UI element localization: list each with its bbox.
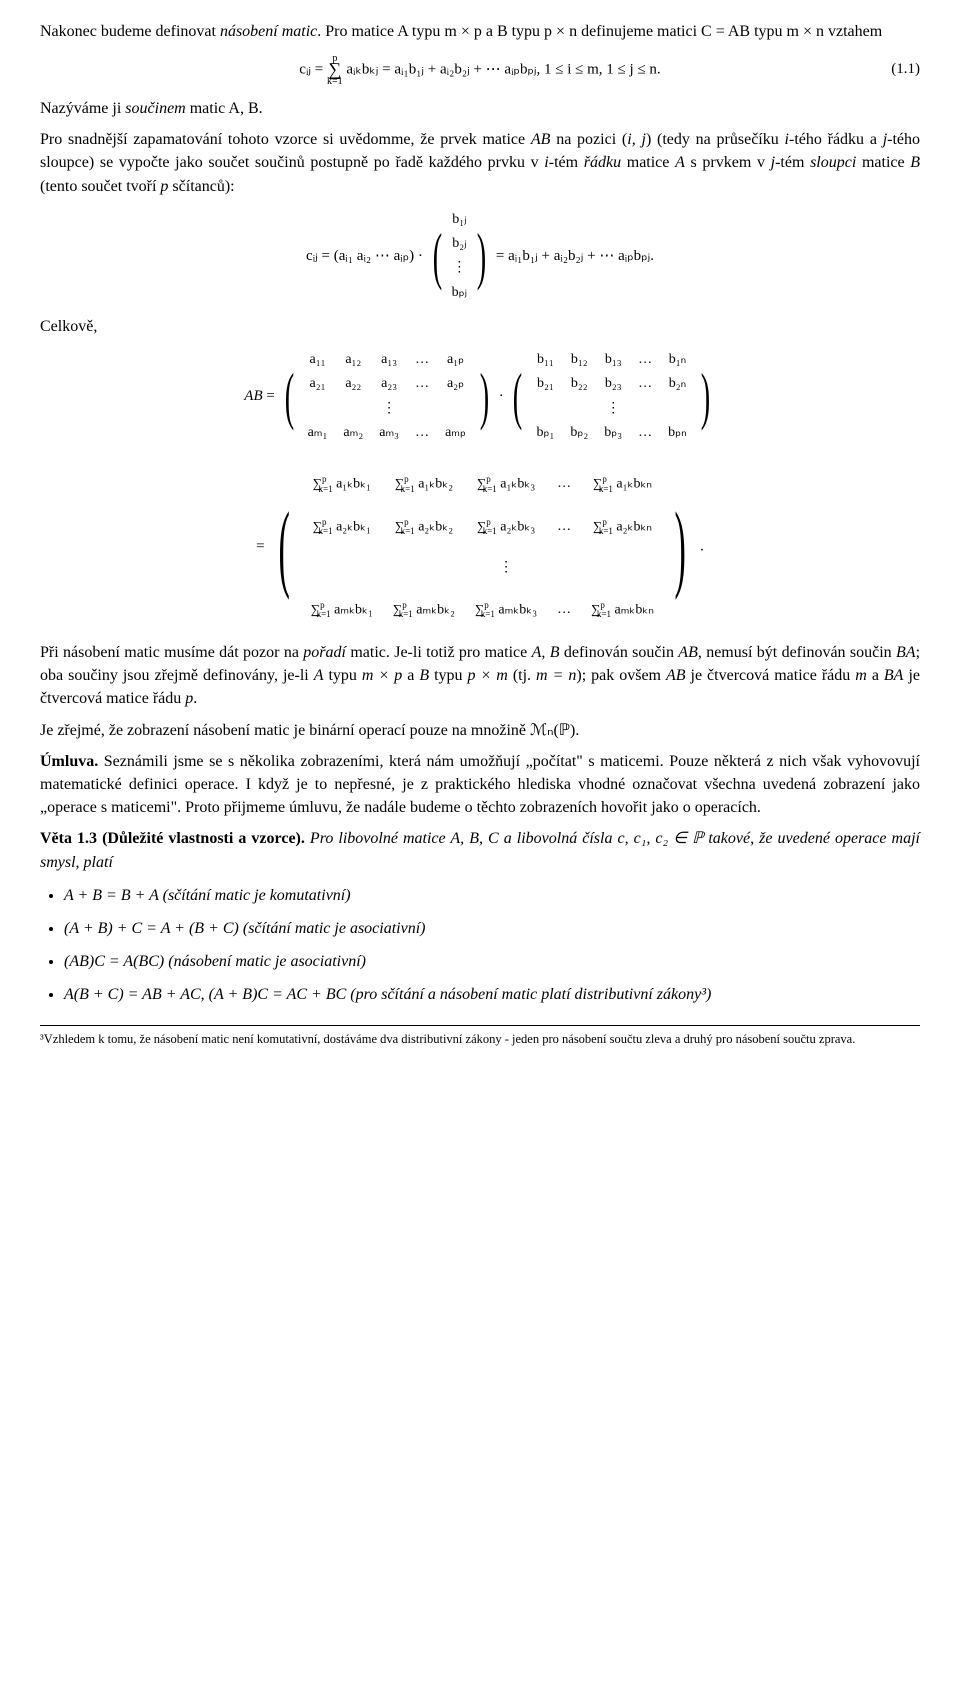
matrix-a: ( a₁₁a₁₂a₁₃…a₁ₚa₂₁a₂₂a₂₃…a₂ₚ⋮aₘ₁aₘ₂aₘ₃…a…: [279, 348, 495, 445]
t: Nakonec budeme definovat: [40, 23, 220, 40]
umluva-head: Úmluva.: [40, 753, 98, 770]
eq2-row: cᵢⱼ = (aᵢ₁ aᵢ₂ ⋯ aᵢₚ) ·: [306, 248, 427, 264]
umluva-para: Úmluva. Seznámili jsme se s několika zob…: [40, 750, 920, 820]
para-explain: Pro snadnější zapamatování tohoto vzorce…: [40, 128, 920, 198]
nazyvame: Nazýváme ji součinem matic A, B.: [40, 97, 920, 120]
prop-item: (AB)C = A(BC) (násobení matic je asociat…: [64, 950, 920, 973]
equation-1: cᵢⱼ = p ∑ k=1 aᵢₖbₖⱼ = aᵢ₁b₁ⱼ + aᵢ₂b₂ⱼ +…: [40, 53, 920, 87]
para-order: Při násobení matic musíme dát pozor na p…: [40, 641, 920, 711]
t: násobení matic: [220, 23, 317, 40]
eq-lhs: cᵢⱼ =: [299, 62, 327, 78]
veta-head: Věta 1.3 (Důležité vlastnosti a vzorce).: [40, 830, 305, 847]
eq-body: aᵢₖbₖⱼ = aᵢ₁b₁ⱼ + aᵢ₂b₂ⱼ + ⋯ aᵢₚbₚⱼ, 1 ≤…: [346, 62, 660, 78]
sum-sigma: p ∑ k=1: [327, 53, 343, 87]
result-matrix: ( ∑pk=1 a₁ₖbₖ₁∑pk=1 a₁ₖbₖ₂∑pk=1 a₁ₖbₖ₃…∑…: [268, 463, 696, 631]
eq-number: (1.1): [891, 59, 920, 81]
equation-2: cᵢⱼ = (aᵢ₁ aᵢ₂ ⋯ aᵢₚ) · ( b₁ⱼ b₂ⱼ ⋮ bₚⱼ …: [40, 208, 920, 305]
para-binop: Je zřejmé, že zobrazení násobení matic j…: [40, 719, 920, 742]
footnote: ³Vzhledem k tomu, že násobení matic není…: [40, 1025, 920, 1048]
eq2-rhs: = aᵢ₁b₁ⱼ + aᵢ₂b₂ⱼ + ⋯ aᵢₚbₚⱼ.: [496, 248, 654, 264]
intro-para: Nakonec budeme definovat násobení matic.…: [40, 20, 920, 43]
matrix-result: = ( ∑pk=1 a₁ₖbₖ₁∑pk=1 a₁ₖbₖ₂∑pk=1 a₁ₖbₖ₃…: [40, 463, 920, 631]
celkove: Celkově,: [40, 315, 920, 338]
prop-item: A + B = B + A (sčítání matic je komutati…: [64, 884, 920, 907]
veta-para: Věta 1.3 (Důležité vlastnosti a vzorce).…: [40, 827, 920, 873]
matrix-b: ( b₁₁b₁₂b₁₃…b₁ₙb₂₁b₂₂b₂₃…b₂ₙ⋮bₚ₁bₚ₂bₚ₃…b…: [507, 348, 715, 445]
prop-item: (A + B) + C = A + (B + C) (sčítání matic…: [64, 917, 920, 940]
matrix-product: AB = ( a₁₁a₁₂a₁₃…a₁ₚa₂₁a₂₂a₂₃…a₂ₚ⋮aₘ₁aₘ₂…: [40, 348, 920, 445]
col-vector: ( b₁ⱼ b₂ⱼ ⋮ bₚⱼ ): [427, 208, 492, 305]
prop-item: A(B + C) = AB + AC, (A + B)C = AC + BC (…: [64, 983, 920, 1006]
t: . Pro matice A typu m × p a B typu p × n…: [317, 23, 882, 40]
properties-list: A + B = B + A (sčítání matic je komutati…: [64, 884, 920, 1007]
